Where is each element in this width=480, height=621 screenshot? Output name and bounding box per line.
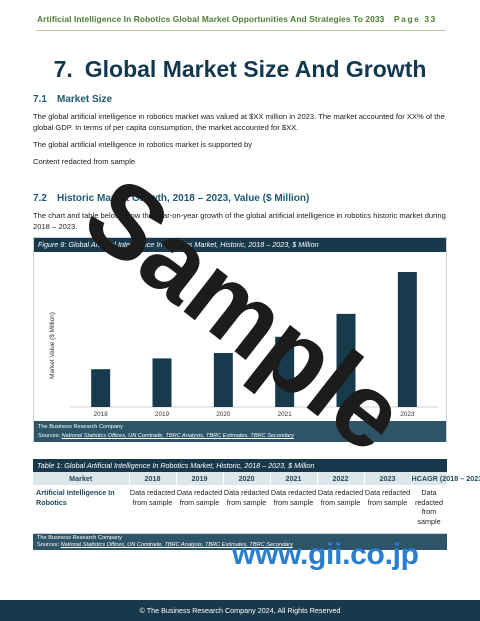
column-header: 2023 xyxy=(364,472,412,485)
bar-2019 xyxy=(152,358,172,407)
figure-source-links[interactable]: National Statistics Offices, UN Comtrade… xyxy=(61,433,294,439)
page-footer: © The Business Research Company 2024, Al… xyxy=(0,600,480,621)
data-table: Market 2018 2019 2020 2021 2022 2023 HCA… xyxy=(33,472,480,534)
bar-2020 xyxy=(213,353,233,407)
column-header: 2020 xyxy=(223,472,271,485)
redacted-content-note: Content redacted from sample xyxy=(33,157,136,166)
figure-source-org: The Business Research Company xyxy=(38,424,123,430)
page-number: Page 33 xyxy=(394,14,437,24)
header-title: Artificial Intelligence In Robotics Glob… xyxy=(37,14,385,24)
figure-caption: Figure 8: Global Artificial Intelligence… xyxy=(34,238,446,252)
bar-2018 xyxy=(91,369,111,407)
table-row: Artificial Intelligence In Robotics Data… xyxy=(33,485,447,534)
figure-source: The Business Research Company Sources: N… xyxy=(34,421,446,442)
x-tick-label: 2021 xyxy=(278,411,293,418)
figure-historic-market: Figure 8: Global Artificial Intelligence… xyxy=(33,237,447,442)
table-source: The Business Research Company Sources: N… xyxy=(33,533,447,550)
column-header: HCAGR (2018 – 2023) xyxy=(411,472,480,485)
page-header: Artificial Intelligence In Robotics Glob… xyxy=(0,0,480,40)
column-header: 2022 xyxy=(317,472,365,485)
section-number: 7. xyxy=(53,56,73,82)
header-divider xyxy=(36,30,446,31)
gii-url-overlay[interactable]: www.gii.co.jp xyxy=(232,538,419,571)
subsection-title: Market Size xyxy=(57,94,113,105)
subsection-number: 7.1 xyxy=(33,94,47,105)
subsection-heading-market-size: 7.1 Market Size xyxy=(33,94,112,105)
table-cell: Data redacted from sample xyxy=(317,485,364,534)
bar-2021 xyxy=(275,336,295,407)
y-axis-label: Market Value ($ Million) xyxy=(49,312,56,379)
table-source-links[interactable]: National Statistics Offices, UN Comtrade… xyxy=(60,542,293,548)
bar-2023 xyxy=(397,272,417,407)
column-header: 2021 xyxy=(270,472,318,485)
x-tick-label: 2020 xyxy=(216,411,231,418)
section-heading: 7. Global Market Size And Growth xyxy=(0,56,480,83)
subsection-number: 7.2 xyxy=(33,193,47,204)
bar-2022 xyxy=(336,313,356,407)
table-source-label: Sources: xyxy=(37,542,61,548)
x-tick-label: 2019 xyxy=(155,411,170,418)
row-label: Artificial Intelligence In Robotics xyxy=(33,485,129,534)
column-header: Market xyxy=(33,472,130,485)
table-historic-market: Table 1: Global Artificial Intelligence … xyxy=(33,459,480,550)
column-header: 2018 xyxy=(129,472,177,485)
column-header: 2019 xyxy=(176,472,224,485)
section-title: Global Market Size And Growth xyxy=(84,56,427,82)
table-cell: Data redacted from sample xyxy=(176,485,223,534)
historic-growth-paragraph: The chart and table below show the year-… xyxy=(33,211,446,231)
market-size-paragraph: The global artificial intelligence in ro… xyxy=(33,112,445,132)
subsection-title: Historic Market Growth, 2018 – 2023, Val… xyxy=(57,193,310,204)
table-cell: Data redacted from sample xyxy=(223,485,270,534)
bar-chart: Market Value ($ Million) 2018 2019 2020 2021… xyxy=(49,272,438,418)
subsection-heading-historic-growth: 7.2 Historic Market Growth, 2018 – 2023, … xyxy=(33,193,309,204)
table-header-row: Market 2018 2019 2020 2021 2022 2023 HCA… xyxy=(33,472,480,485)
x-tick-label: 2023 xyxy=(400,411,415,418)
supported-by-paragraph: The global artificial intelligence in ro… xyxy=(33,140,253,149)
table-source-org: The Business Research Company xyxy=(37,534,122,541)
x-tick-label: 2018 xyxy=(94,411,109,418)
x-tick-label: 2022 xyxy=(339,411,354,418)
table-caption: Table 1: Global Artificial Intelligence … xyxy=(33,459,447,472)
table-cell: Data redacted from sample xyxy=(411,485,447,534)
table-cell: Data redacted from sample xyxy=(270,485,317,534)
table-cell: Data redacted from sample xyxy=(129,485,176,534)
table-cell: Data redacted from sample xyxy=(364,485,411,534)
figure-source-label: Sources: xyxy=(38,433,62,439)
